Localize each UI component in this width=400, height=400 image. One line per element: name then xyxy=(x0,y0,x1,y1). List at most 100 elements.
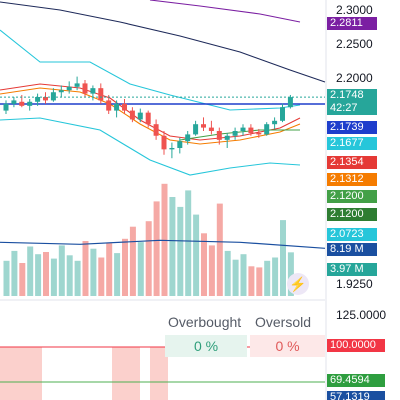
price-tick: 1.9250 xyxy=(336,277,373,291)
volume-ma-line xyxy=(0,239,326,249)
bar-countdown-label: 42:27 xyxy=(327,102,377,115)
bb-upper-line xyxy=(0,29,301,111)
volume-bar xyxy=(153,201,160,296)
volume-bar xyxy=(169,197,176,296)
candle-body xyxy=(114,103,120,111)
volume-bar xyxy=(27,246,34,296)
candle-body xyxy=(280,107,285,121)
indicator-zone xyxy=(0,347,42,400)
volume-bar xyxy=(58,245,65,296)
candle-body xyxy=(248,127,254,134)
indicator-mid-label: 69.4594 xyxy=(327,374,385,387)
volume-bar xyxy=(114,253,121,296)
indicator-lower-label: 57.1319 xyxy=(327,391,385,400)
candle-body xyxy=(240,127,246,131)
ma-long-value-label: 2.2811 xyxy=(327,17,377,30)
oversold-percent: 0 % xyxy=(250,335,325,357)
candle-body xyxy=(153,124,159,136)
volume-bar xyxy=(208,245,215,296)
volume-bar xyxy=(280,220,286,296)
indicator-upper-label: 100.0000 xyxy=(327,339,385,352)
volume-bar xyxy=(19,263,26,296)
candle-body xyxy=(232,131,238,136)
ma-purple-line xyxy=(149,0,301,23)
ma-red-label: 2.1354 xyxy=(327,156,377,169)
indicator-zone xyxy=(112,347,140,400)
volume-bar xyxy=(11,250,18,296)
volume-bar xyxy=(137,242,144,296)
volume-bar xyxy=(193,214,200,296)
candle-body xyxy=(106,100,112,111)
candle-body xyxy=(272,120,278,125)
indicator-tick: 125.0000 xyxy=(336,308,387,322)
overbought-percent: 0 % xyxy=(165,335,247,357)
volume-bar xyxy=(50,258,57,296)
candle-body xyxy=(287,97,293,108)
volume-bar xyxy=(232,259,239,296)
candle-body xyxy=(58,90,64,93)
price-tick: 2.2000 xyxy=(336,71,373,85)
volume-bar xyxy=(216,203,223,296)
horizontal-line-label: 2.1739 xyxy=(327,121,377,134)
candle-body xyxy=(50,92,56,101)
candle-body xyxy=(43,97,48,101)
candle-body xyxy=(224,135,230,140)
volume-bar xyxy=(66,255,73,296)
candle-body xyxy=(74,83,80,87)
volume-bar xyxy=(224,250,231,296)
volume-bar xyxy=(272,257,279,296)
candle-body xyxy=(137,112,143,120)
candle-body xyxy=(193,124,199,135)
candle-body xyxy=(3,103,9,111)
volume-bar xyxy=(74,260,81,296)
volume-bar xyxy=(145,221,152,296)
candle-body xyxy=(35,97,41,102)
candle-body xyxy=(27,101,33,106)
volume-bar xyxy=(43,252,49,296)
candle-body xyxy=(264,124,270,135)
bb-lower-label: 2.0723 xyxy=(327,228,377,241)
overbought-header: Overbought xyxy=(168,314,242,330)
oversold-header: Oversold xyxy=(255,314,312,330)
ma-darkgreen-label: 2.1200 xyxy=(327,208,377,221)
volume-ma-label: 8.19 M xyxy=(327,243,377,256)
candle-body xyxy=(185,134,191,142)
ma-green-label: 2.1200 xyxy=(327,190,377,203)
ma-navy-line xyxy=(0,1,326,83)
volume-bar xyxy=(129,226,136,296)
volume-bar xyxy=(106,243,113,296)
candle-body xyxy=(11,100,17,104)
volume-bar xyxy=(177,206,184,296)
volume-bar xyxy=(3,260,10,296)
volume-bar xyxy=(256,267,263,296)
candle-body xyxy=(66,86,72,91)
ma-orange-label: 2.1312 xyxy=(327,173,377,186)
candle-body xyxy=(122,103,127,111)
candle-body xyxy=(256,133,262,135)
volume-bar xyxy=(122,238,128,296)
candle-body xyxy=(82,83,88,94)
candle-body xyxy=(129,110,135,120)
candle-body xyxy=(19,101,25,106)
volume-bar xyxy=(82,241,89,296)
candle-body xyxy=(201,124,206,128)
candle-body xyxy=(177,141,183,148)
volume-bar xyxy=(201,233,207,296)
candle-body xyxy=(208,127,214,131)
price-tick: 2.3000 xyxy=(336,3,373,17)
candle-body xyxy=(145,112,151,125)
volume-bar xyxy=(98,257,105,296)
bb-upper-label: 2.1677 xyxy=(327,137,377,150)
volume-label: 3.97 M xyxy=(327,263,377,276)
candle-body xyxy=(90,88,96,94)
volume-bar xyxy=(185,190,192,296)
last-price-label: 2.1748 xyxy=(327,89,377,102)
candle-body xyxy=(169,148,175,150)
price-tick: 2.2500 xyxy=(336,37,373,51)
candle-body xyxy=(98,88,104,101)
bb-lower-line xyxy=(0,117,301,176)
ma-green-line xyxy=(179,129,300,141)
flash-icon[interactable]: ⚡ xyxy=(287,273,309,295)
